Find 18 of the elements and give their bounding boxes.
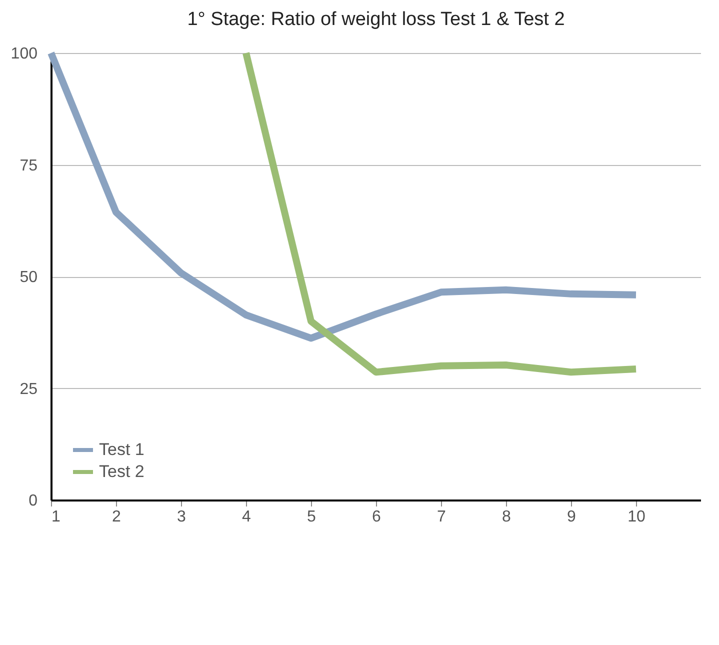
x-tick-label: 5 [307, 508, 316, 526]
x-tick-label: 9 [567, 508, 576, 526]
x-tick-label: 6 [372, 508, 382, 526]
y-tick-label: 75 [20, 157, 38, 174]
y-tick-label: 50 [20, 269, 38, 286]
x-tick-label: 10 [628, 508, 646, 526]
chart-title: 1° Stage: Ratio of weight loss Test 1 & Test 2 [187, 9, 565, 30]
x-tick-label: 7 [437, 508, 446, 526]
x-tick-label: 2 [112, 508, 122, 526]
x-tick-label: 3 [177, 508, 186, 526]
y-tick-label: 25 [20, 380, 38, 398]
x-tick-label: 1 [52, 508, 60, 526]
y-tick-label: 0 [28, 492, 38, 510]
legend-label: Test 2 [99, 462, 144, 481]
y-tick-label: 100 [10, 46, 38, 62]
x-tick-label: 4 [242, 508, 252, 526]
legend-label: Test 1 [99, 440, 144, 459]
x-tick-label: 8 [502, 508, 512, 526]
